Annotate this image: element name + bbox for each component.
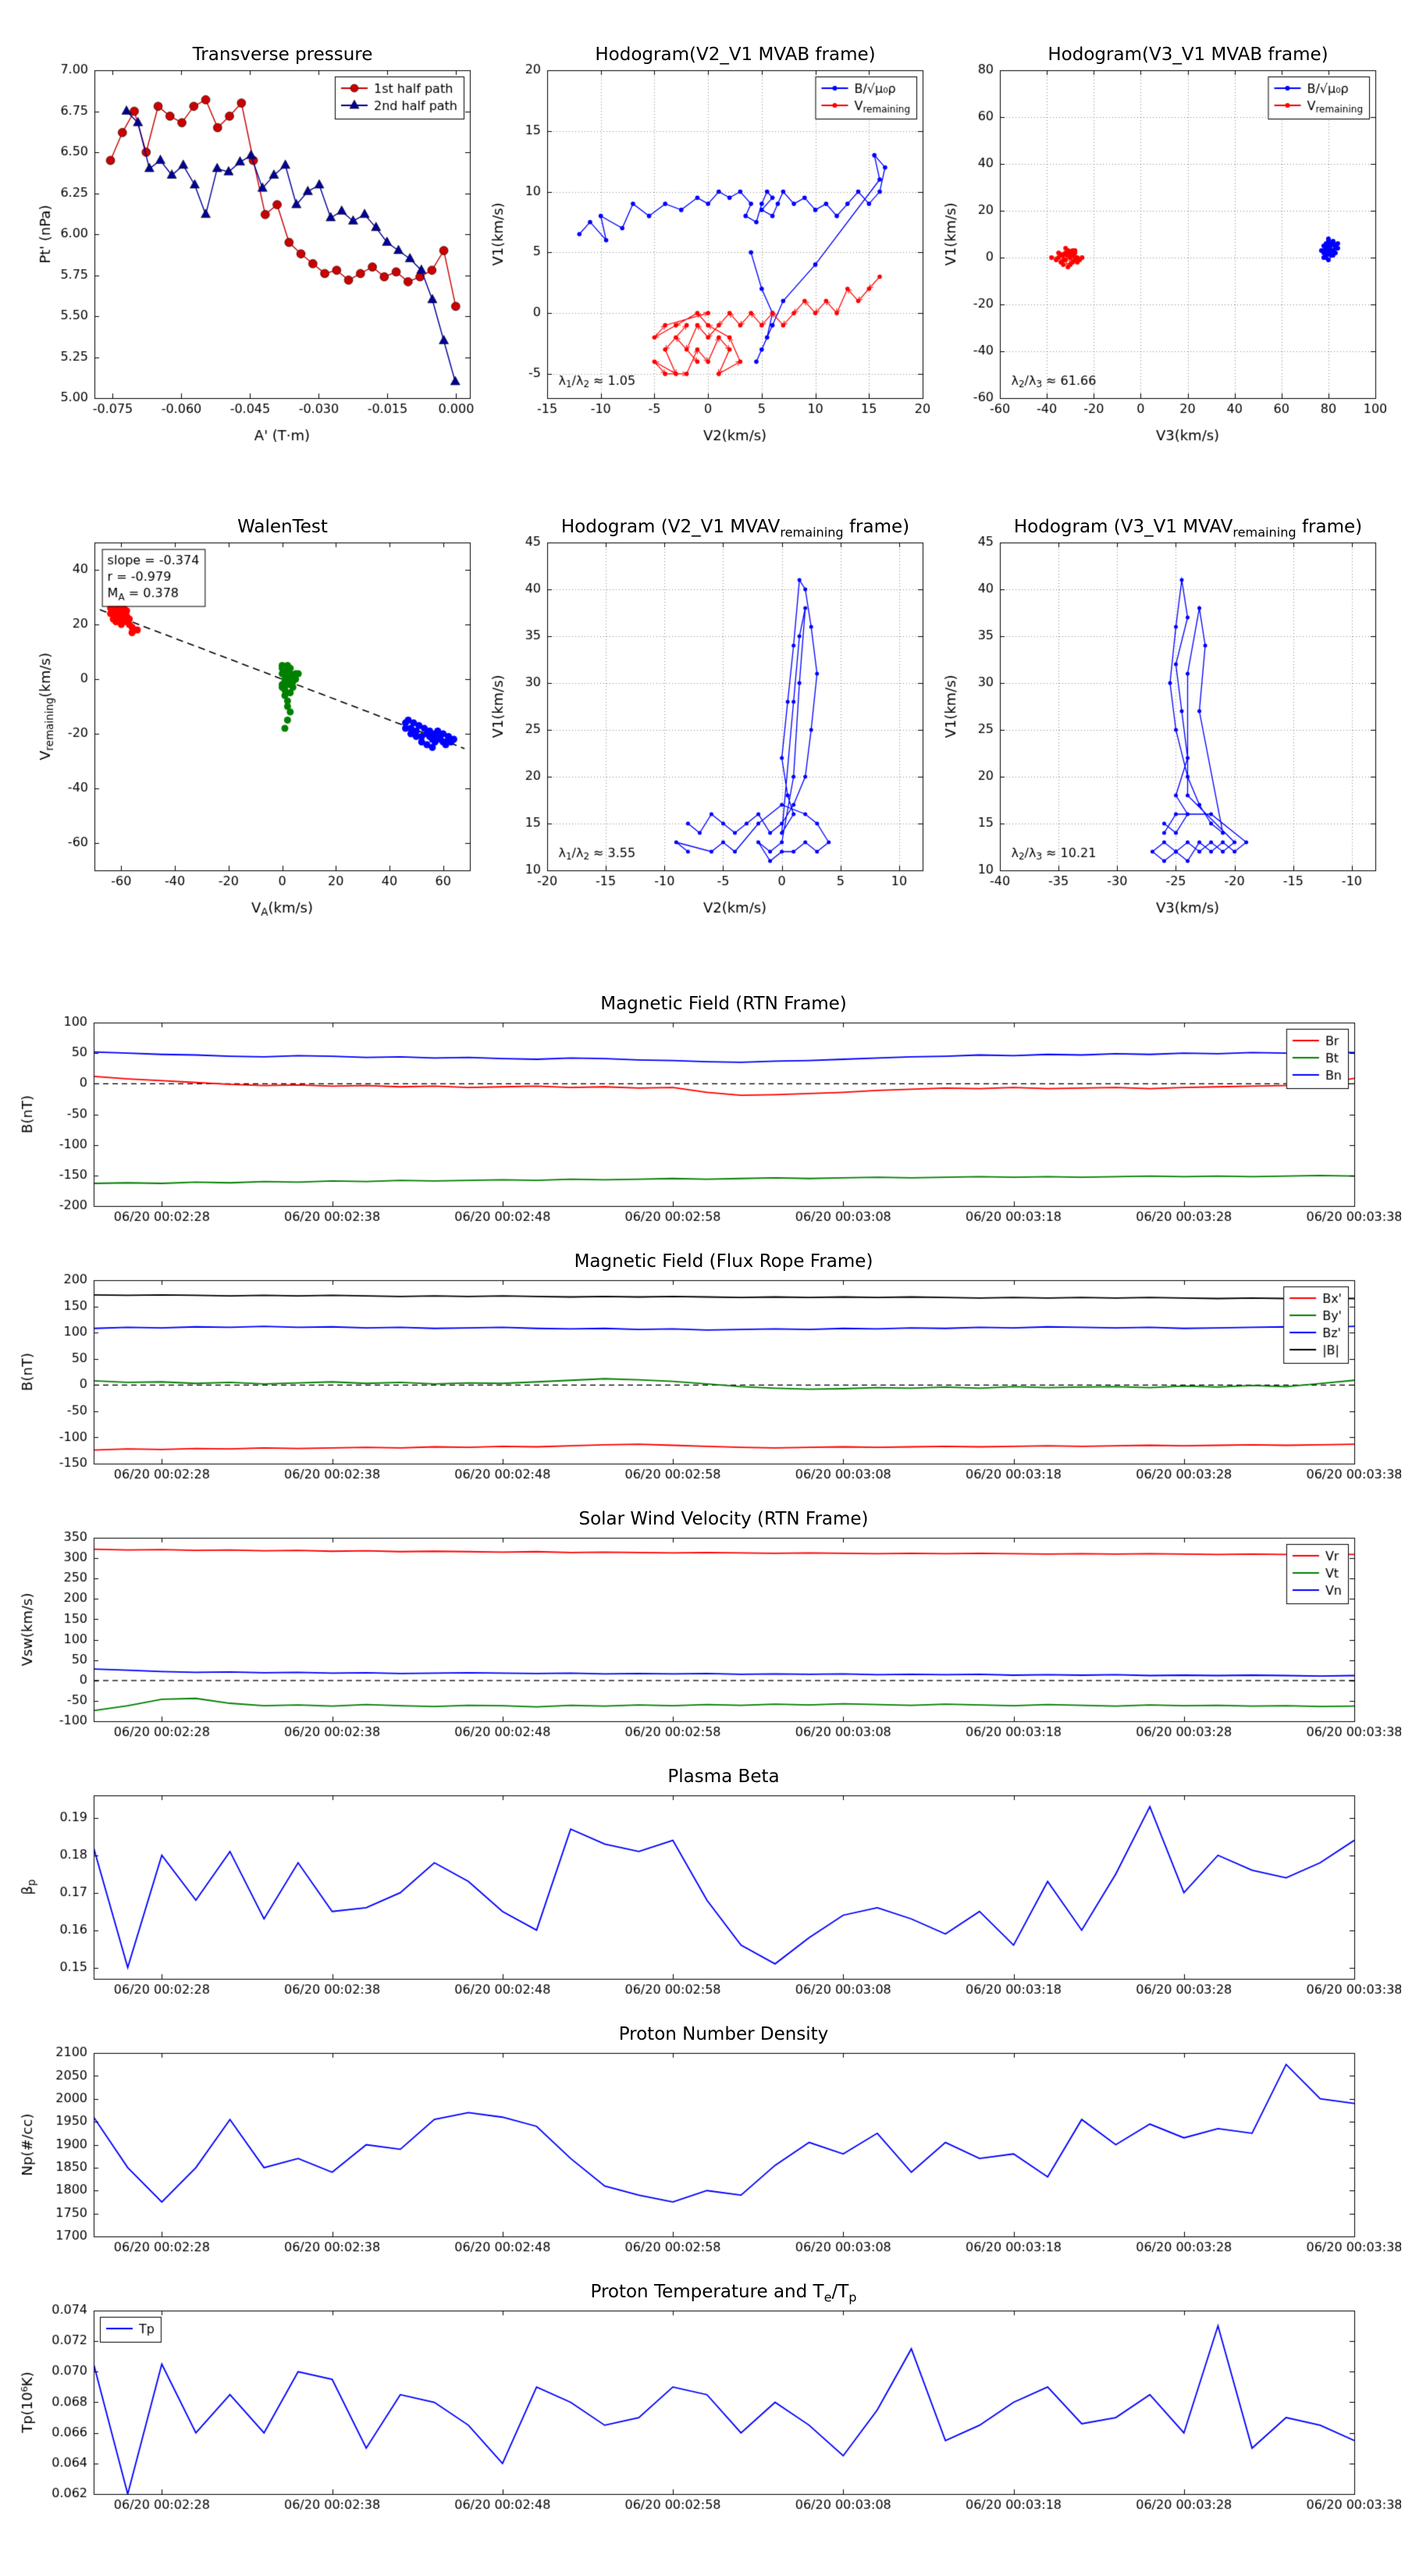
magnetic-field-rtn-chart [4,987,1401,1237]
proton-number-density-chart [4,2018,1401,2268]
proton-temperature-title: Proton Temperature and Te/Tp [590,2282,857,2305]
hodogram-b-v3v1-title: Hodogram(V3_V1 MVAB frame) [1048,44,1329,65]
magnetic-field-flux-rope-chart [4,1245,1401,1495]
magnetic-field-flux-rope-title: Magnetic Field (Flux Rope Frame) [574,1251,873,1272]
magnetic-field-rtn-title: Magnetic Field (RTN Frame) [600,994,847,1014]
plasma-beta-title: Plasma Beta [667,1767,780,1787]
proton-number-density-title: Proton Number Density [618,2024,829,2044]
hodogram-b-v3v1-chart [934,20,1386,453]
transverse-pressure-title: Transverse pressure [192,44,373,65]
hodogram-v-v2v1-title: Hodogram (V2_V1 MVAVremaining frame) [560,517,910,540]
walen-test-title: WalenTest [237,517,328,537]
hodogram-v-v3v1-chart [934,492,1386,925]
transverse-pressure-chart [28,20,481,453]
solar-wind-velocity-chart [4,1503,1401,1752]
plasma-beta-chart [4,1760,1401,2010]
hodogram-v-v2v1-chart [481,492,934,925]
hodogram-b-v2v1-title: Hodogram(V2_V1 MVAB frame) [595,44,876,65]
hodogram-b-v2v1-chart [481,20,934,453]
solar-wind-velocity-title: Solar Wind Velocity (RTN Frame) [578,1509,869,1529]
walen-test-chart [28,492,481,925]
proton-temperature-chart [4,2275,1401,2525]
hodogram-v-v3v1-title: Hodogram (V3_V1 MVAVremaining frame) [1013,517,1363,540]
